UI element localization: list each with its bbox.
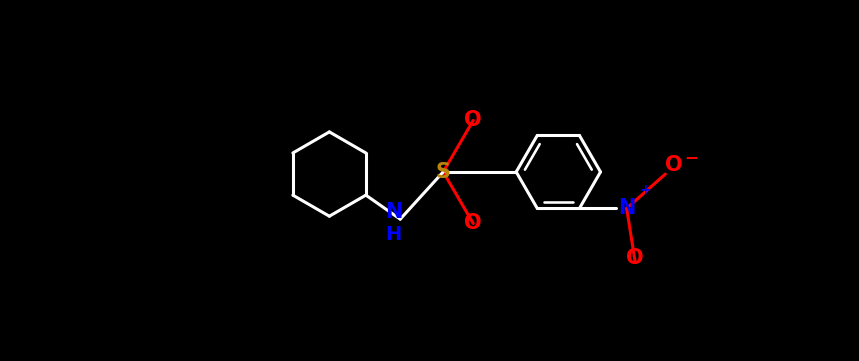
Text: O: O [665,156,683,175]
Text: N: N [618,199,636,218]
Text: −: − [684,148,698,166]
Text: O: O [465,110,482,130]
Text: S: S [436,162,451,182]
Text: O: O [465,213,482,234]
Text: +: + [640,183,651,196]
Text: N: N [385,202,402,222]
Text: H: H [385,225,401,244]
Text: O: O [626,248,644,268]
